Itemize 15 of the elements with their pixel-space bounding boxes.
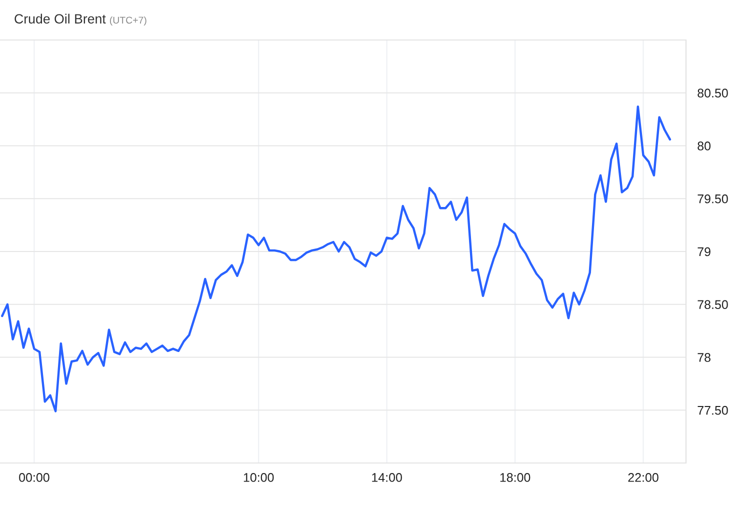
y-tick-label: 80 bbox=[698, 142, 711, 150]
x-tick-label: 14:00 bbox=[372, 473, 402, 482]
y-tick-label: 80.50 bbox=[698, 88, 728, 98]
chart-title: Crude Oil Brent bbox=[14, 14, 106, 24]
x-tick-label: 10:00 bbox=[244, 473, 274, 482]
chart-subtitle: (UTC+7) bbox=[110, 16, 146, 26]
x-tick-label: 22:00 bbox=[628, 473, 658, 482]
line-series bbox=[1, 106, 672, 412]
y-tick-label: 79 bbox=[698, 247, 710, 256]
y-tick-label: 79.50 bbox=[698, 194, 728, 204]
y-tick-label: 78.50 bbox=[698, 300, 728, 310]
x-tick-label: 18:00 bbox=[500, 473, 530, 482]
y-tick-label: 77.50 bbox=[698, 406, 728, 415]
x-tick-label: 00:00 bbox=[19, 473, 50, 482]
y-tick-label: 78 bbox=[698, 353, 710, 362]
